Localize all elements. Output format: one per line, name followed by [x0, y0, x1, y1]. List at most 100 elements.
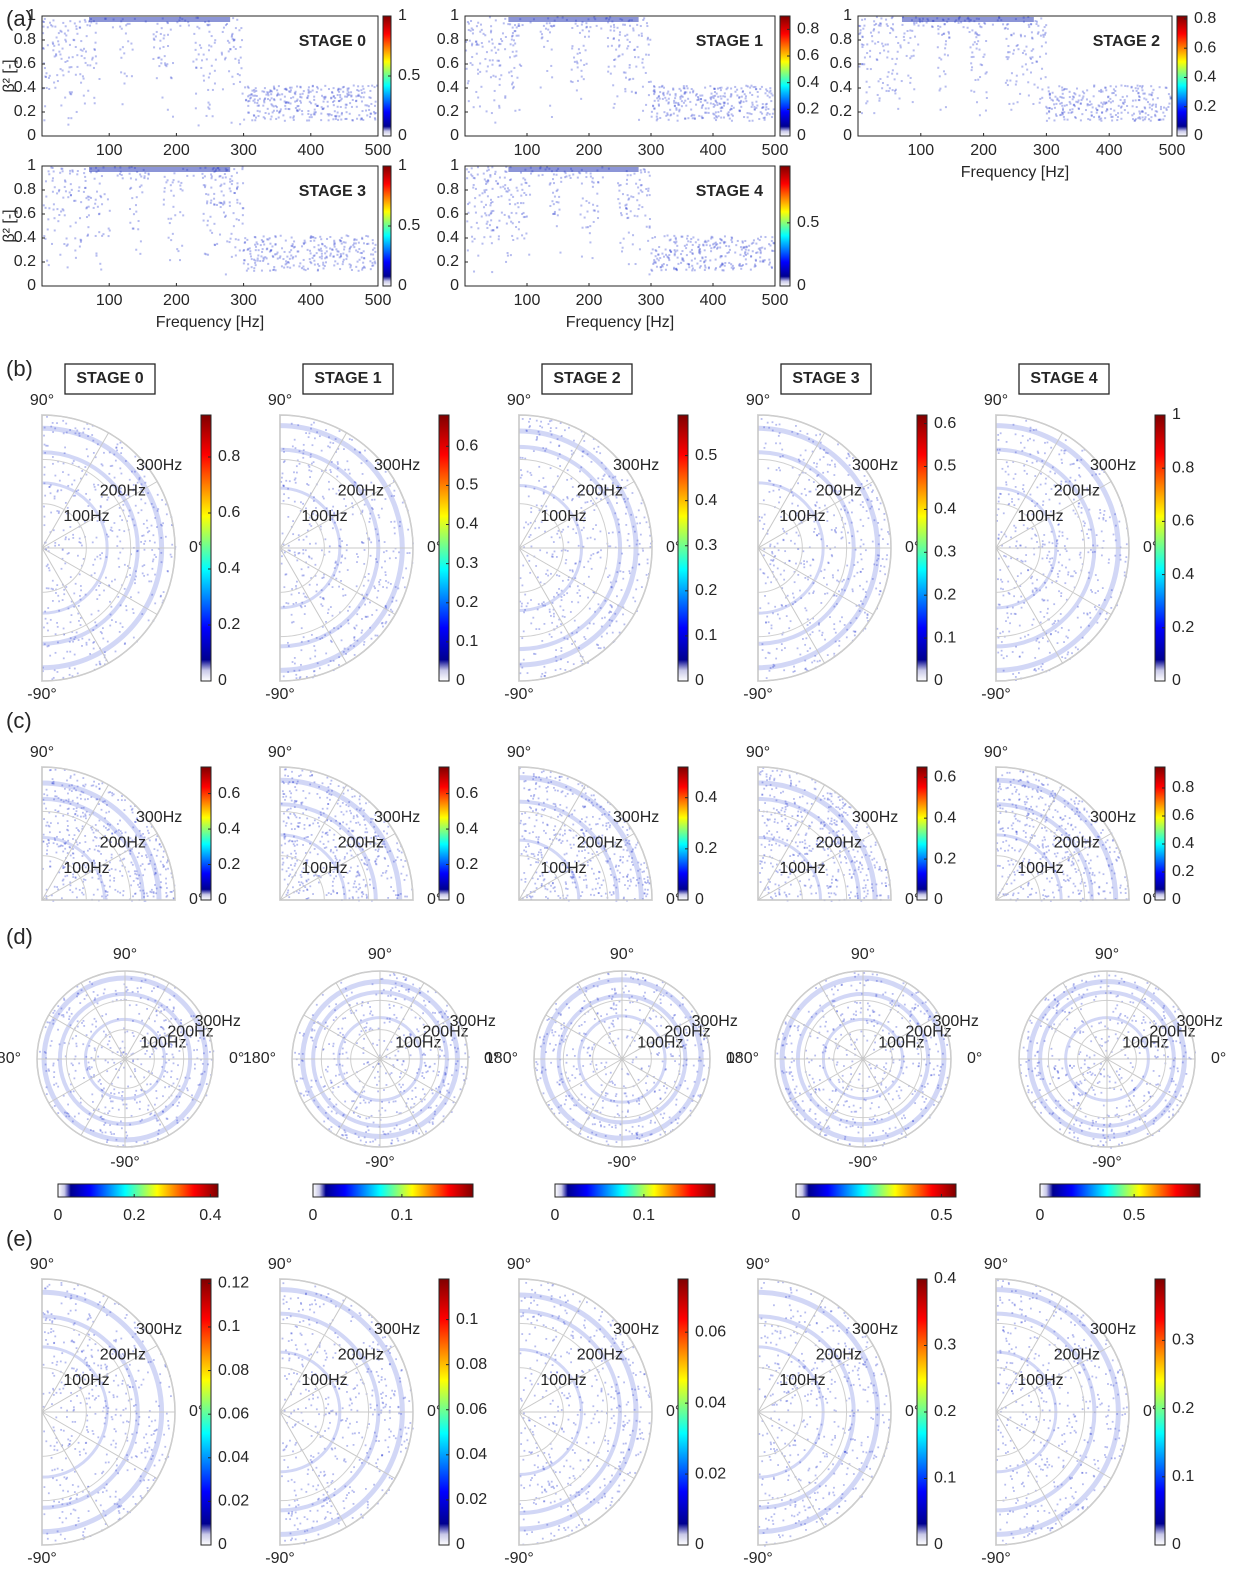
density	[357, 261, 359, 263]
density	[226, 240, 228, 242]
density	[1083, 92, 1085, 94]
density	[768, 480, 770, 482]
density	[876, 497, 878, 499]
density	[329, 545, 331, 547]
density	[864, 18, 866, 20]
x-tick-label: 300	[230, 142, 257, 159]
density	[68, 71, 70, 73]
density	[528, 254, 530, 256]
density	[476, 53, 478, 55]
density	[541, 640, 543, 642]
density	[535, 628, 537, 630]
density	[363, 542, 365, 544]
x-tick-label: 400	[297, 292, 324, 309]
density	[350, 95, 352, 97]
density	[253, 89, 255, 91]
density	[201, 59, 203, 61]
density	[327, 105, 329, 107]
density	[353, 242, 355, 244]
density	[305, 549, 307, 551]
density	[626, 183, 628, 185]
density	[1061, 105, 1063, 107]
density	[1089, 119, 1091, 121]
density	[899, 98, 901, 100]
density	[1154, 114, 1156, 116]
density	[79, 27, 81, 29]
density	[76, 66, 78, 68]
density	[644, 171, 646, 173]
density	[641, 33, 643, 35]
density	[208, 49, 210, 51]
density	[1017, 48, 1019, 50]
density	[1160, 106, 1162, 108]
density	[364, 504, 366, 506]
density	[167, 179, 169, 181]
density	[549, 182, 551, 184]
density	[46, 416, 48, 418]
y-tick-label: 1	[27, 7, 36, 24]
density	[600, 28, 602, 30]
density	[97, 206, 99, 208]
density	[1073, 96, 1075, 98]
density	[557, 475, 559, 477]
density	[64, 214, 66, 216]
density	[624, 35, 626, 37]
density	[75, 25, 77, 27]
density	[231, 175, 233, 177]
density	[530, 507, 532, 509]
density	[745, 258, 747, 260]
density	[85, 62, 87, 64]
density	[196, 58, 198, 60]
density	[1168, 103, 1170, 105]
density	[624, 90, 626, 92]
density	[1132, 90, 1134, 92]
density	[779, 442, 781, 444]
density	[385, 621, 387, 623]
density	[166, 63, 168, 65]
density	[581, 529, 583, 531]
density	[594, 210, 596, 212]
density	[111, 606, 113, 608]
density	[360, 252, 362, 254]
density	[939, 88, 941, 90]
density	[215, 179, 217, 181]
density	[705, 267, 707, 269]
density	[632, 196, 634, 198]
density	[854, 634, 856, 636]
density	[869, 56, 871, 58]
density	[288, 545, 290, 547]
y-axis-label: β² [-]	[1, 209, 18, 242]
density	[597, 217, 599, 219]
density	[863, 25, 865, 27]
density	[730, 87, 732, 89]
density	[167, 109, 169, 111]
density	[939, 75, 941, 77]
density	[487, 179, 489, 181]
density	[206, 200, 208, 202]
density	[597, 211, 599, 213]
density	[94, 178, 96, 180]
density	[512, 51, 514, 53]
density	[209, 216, 211, 218]
density	[293, 246, 295, 248]
density	[1093, 116, 1095, 118]
density	[315, 543, 317, 545]
density	[486, 110, 488, 112]
density	[903, 32, 905, 34]
density	[770, 581, 772, 583]
density	[621, 214, 623, 216]
density	[778, 489, 780, 491]
density	[491, 64, 493, 66]
density	[313, 422, 315, 424]
density	[129, 173, 131, 175]
density	[353, 85, 355, 87]
density	[827, 562, 829, 564]
density	[79, 573, 81, 575]
density	[583, 527, 585, 529]
density	[345, 258, 347, 260]
density	[203, 54, 205, 56]
density	[292, 96, 294, 98]
density	[485, 214, 487, 216]
density	[745, 97, 747, 99]
colorbar-tick-label: 0.5	[797, 214, 819, 231]
